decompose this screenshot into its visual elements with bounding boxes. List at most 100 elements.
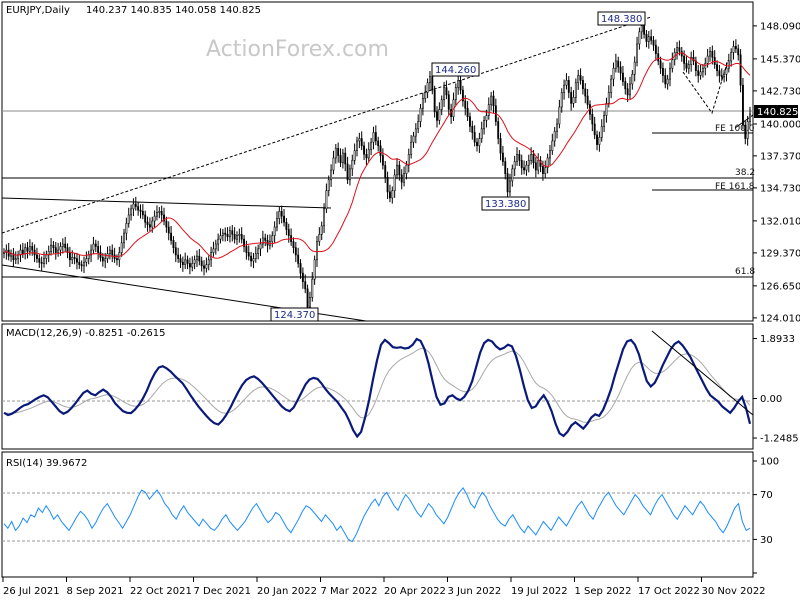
price-candle — [429, 70, 431, 90]
price-candle — [687, 60, 690, 74]
price-candle — [226, 227, 229, 241]
price-candle — [596, 130, 598, 151]
price-candle — [697, 64, 700, 83]
price-candle — [518, 150, 521, 167]
x-tick-label: 3 Jun 2022 — [448, 586, 502, 597]
price-candle — [711, 45, 714, 65]
price-candle — [379, 140, 382, 163]
price-candle — [353, 143, 356, 165]
price-candle — [327, 175, 330, 197]
price-candle — [318, 227, 321, 246]
price-candle — [610, 74, 613, 99]
price-candle — [513, 155, 516, 177]
price-candle — [605, 97, 608, 123]
label-fib382: 38.2 — [735, 168, 755, 178]
price-candle — [174, 241, 177, 263]
rsi-y-tick-label: 70 — [760, 490, 773, 501]
price-candle — [586, 88, 589, 109]
price-candle — [734, 39, 737, 54]
price-candle — [311, 272, 314, 302]
price-candle — [701, 63, 704, 78]
rsi-line — [3, 487, 751, 543]
price-candle — [113, 247, 116, 263]
macd-y-tick-label: -1.2485 — [760, 434, 799, 445]
price-candle — [676, 41, 678, 60]
price-candle — [273, 221, 276, 243]
moving-average-line — [3, 52, 751, 259]
macd-panel-frame — [1, 323, 754, 450]
price-candle — [723, 70, 726, 83]
price-candle — [626, 83, 629, 103]
price-candle — [718, 64, 721, 83]
price-candle — [461, 85, 464, 107]
price-candle — [268, 234, 271, 250]
price-candle — [148, 217, 151, 232]
rsi-y-axis: 100 70 30 — [753, 457, 779, 574]
rsi-y-tick-label: 30 — [760, 535, 773, 546]
price-candle — [600, 119, 603, 142]
price-candle — [525, 160, 528, 176]
price-candle — [285, 217, 288, 236]
price-candle — [384, 160, 387, 184]
price-candle — [101, 253, 104, 267]
price-candle — [50, 238, 53, 256]
price-candle — [297, 247, 300, 268]
price-candle — [746, 115, 749, 146]
price-candle — [252, 252, 255, 269]
price-candle — [412, 131, 415, 148]
price-candle — [407, 148, 410, 173]
price-candle — [346, 156, 349, 185]
price-candle — [589, 100, 591, 120]
price-candle — [116, 254, 118, 266]
price-candle — [193, 255, 196, 270]
price-candle — [363, 141, 366, 160]
price-candle — [330, 164, 333, 187]
price-candle — [593, 116, 596, 140]
price-candle — [219, 228, 222, 244]
price-candle — [386, 171, 389, 200]
price-candle — [191, 256, 194, 272]
price-candle — [396, 158, 398, 180]
rsi-y-tick-label: 100 — [760, 457, 779, 468]
price-candle — [130, 204, 133, 221]
price-candle — [546, 153, 549, 174]
price-candle — [480, 121, 483, 143]
price-candle — [490, 91, 493, 111]
price-candle — [358, 132, 361, 149]
price-candle — [73, 253, 76, 265]
price-candle — [217, 233, 220, 252]
price-candle — [591, 108, 594, 132]
price-candle — [603, 111, 606, 133]
price-candle — [440, 95, 443, 116]
price-candle — [261, 230, 264, 249]
price-candle — [92, 236, 95, 255]
price-candle — [452, 92, 455, 121]
price-candle — [704, 57, 707, 76]
annotation-low-124370: 124.370 — [270, 307, 319, 322]
price-candle — [236, 231, 238, 245]
price-candle — [732, 40, 735, 60]
price-candle — [87, 250, 90, 265]
price-candle — [450, 103, 453, 124]
price-candle — [139, 204, 142, 219]
label-fe100: FE 100.0 — [715, 124, 755, 134]
macd-line — [3, 337, 752, 439]
price-candle — [170, 225, 173, 245]
price-candle — [501, 145, 504, 166]
price-candle — [332, 150, 335, 175]
price-candle — [254, 246, 257, 263]
x-tick-label: 19 Jul 2022 — [511, 586, 568, 597]
price-candle — [567, 76, 570, 99]
price-candle — [203, 260, 205, 276]
price-candle — [539, 156, 542, 173]
price-candle — [556, 118, 558, 139]
price-candle — [19, 244, 22, 263]
price-candle — [558, 99, 561, 129]
price-candle — [156, 205, 158, 221]
price-candle — [7, 242, 10, 261]
price-candle — [243, 234, 245, 253]
price-candle — [534, 157, 537, 178]
price-candle — [111, 244, 114, 263]
trendline-upper-channel — [1, 197, 332, 209]
price-candle — [403, 166, 406, 187]
